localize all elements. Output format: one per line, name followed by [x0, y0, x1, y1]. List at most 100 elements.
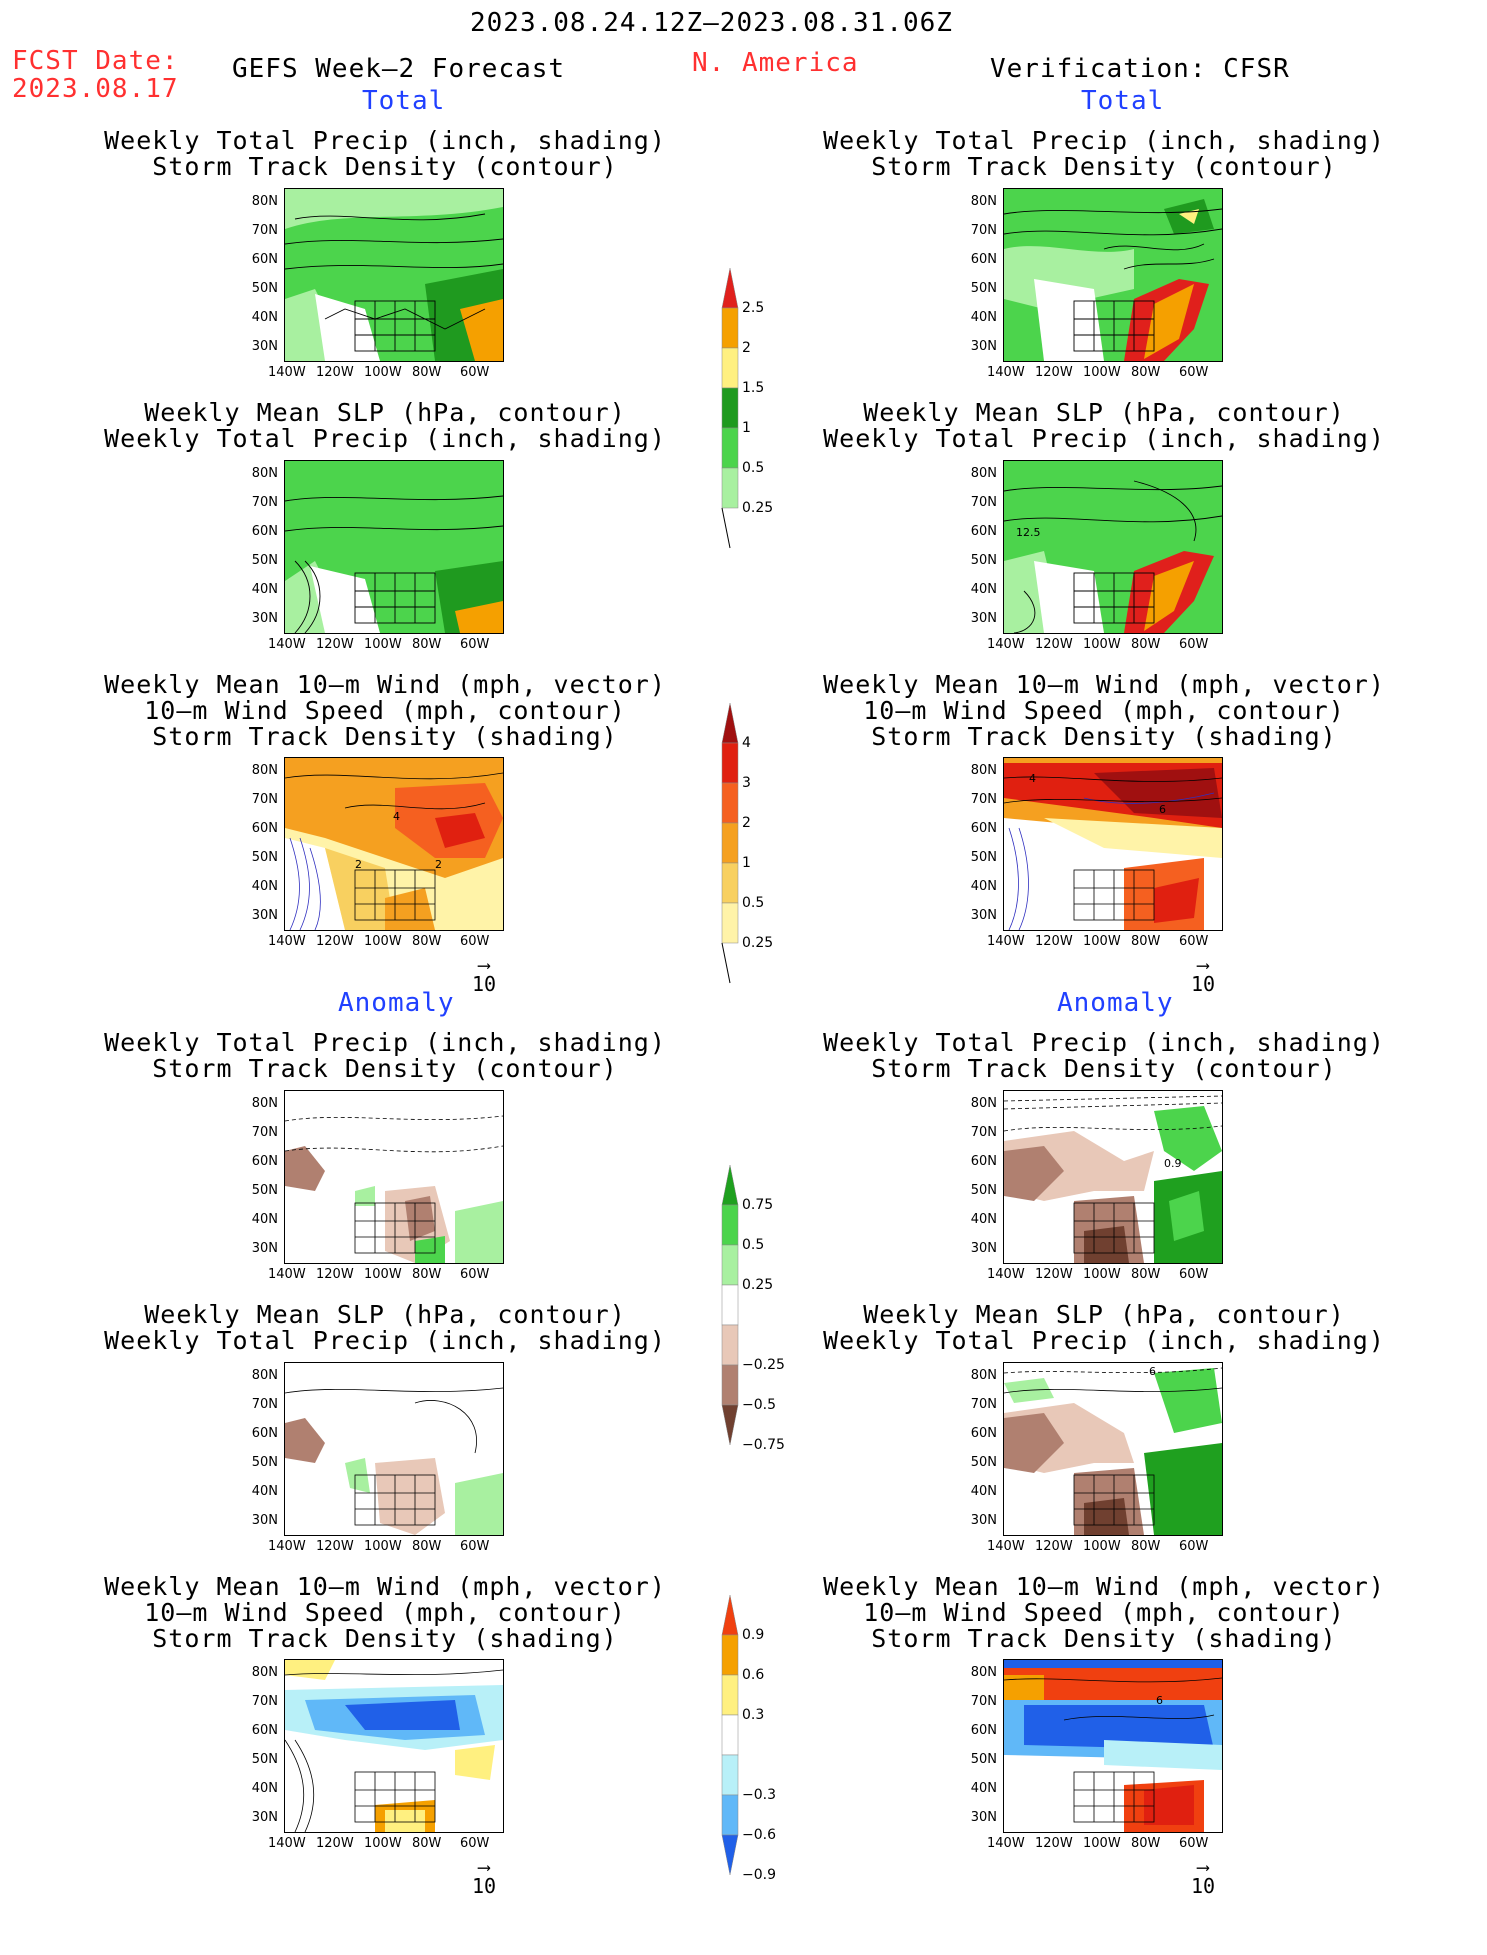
- obs-total-slp-contour-label: 12.5: [1016, 526, 1041, 539]
- colorbar-segment: [721, 902, 739, 944]
- colorbar-track_anom: [721, 1595, 739, 1876]
- obs-anom-slp-map-lon-tick: 60W: [1179, 1539, 1209, 1554]
- obs-total-precip-map-lon-tick: 140W: [987, 365, 1025, 380]
- fcst-total-precip-map: [284, 188, 504, 362]
- obs-total-label: Total: [1081, 86, 1165, 116]
- fcst-total-label: Total: [362, 86, 446, 116]
- fcst-total-wind-contour-label-b: 2: [355, 858, 362, 871]
- fcst-total-slp-map-lon-tick: 140W: [268, 637, 306, 652]
- colorbar-bottom-triangle: [721, 1404, 739, 1446]
- obs-anom-precip-map: 0.9: [1003, 1090, 1223, 1264]
- obs-total-slp-map-lon-tick: 80W: [1131, 637, 1161, 652]
- obs-total-wind-map-lon-tick: 80W: [1131, 934, 1161, 949]
- obs-anom-wind-map: 6: [1003, 1659, 1223, 1833]
- fcst-total-slp-map-lat-tick: 50N: [251, 553, 278, 568]
- colorbar-label: 1.5: [742, 380, 765, 396]
- obs-anom-slp-map-lon-tick: 100W: [1083, 1539, 1121, 1554]
- obs-total-slp-title: Weekly Mean SLP (hPa, contour) Weekly Tot…: [823, 398, 1385, 453]
- obs-anom-precip-map-lon-tick: 100W: [1083, 1267, 1121, 1282]
- fcst-total-vector-scale: ⟶ 10: [471, 955, 497, 997]
- fcst-total-wind-map-lat-tick: 50N: [251, 850, 278, 865]
- obs-anom-slp-map-lon-tick: 140W: [987, 1539, 1025, 1554]
- fcst-total-slp-title: Weekly Mean SLP (hPa, contour) Weekly Tot…: [104, 398, 666, 453]
- colorbar-label: 0.75: [742, 1197, 774, 1213]
- colorbar-segment: [721, 307, 739, 349]
- fcst-anom-precip-map-lat-tick: 50N: [251, 1183, 278, 1198]
- colorbar-segment: [721, 1674, 739, 1716]
- colorbar-segment: [721, 742, 739, 784]
- obs-total-precip-map-lon-tick: 100W: [1083, 365, 1121, 380]
- fcst-anom-slp-title: Weekly Mean SLP (hPa, contour) Weekly Tot…: [104, 1300, 666, 1355]
- obs-anom-wind-map-lon-tick: 120W: [1035, 1836, 1073, 1851]
- fcst-total-wind-contour-label-a: 4: [393, 810, 400, 823]
- colorbar-segment: [721, 1794, 739, 1836]
- obs-total-wind-map-lon-tick: 140W: [987, 934, 1025, 949]
- fcst-total-slp-map-lat-tick: 80N: [251, 466, 278, 481]
- fcst-anom-slp-map-lon-tick: 80W: [412, 1539, 442, 1554]
- obs-total-precip-map-lat-tick: 80N: [970, 194, 997, 209]
- fcst-anom-wind-map-lon-tick: 140W: [268, 1836, 306, 1851]
- fcst-anom-slp-map-lon-tick: 120W: [316, 1539, 354, 1554]
- obs-anom-vector-scale: ⟶ 10: [1190, 1857, 1216, 1899]
- obs-anom-wind-contour-label: 6: [1156, 1694, 1163, 1707]
- colorbar-label: 1: [742, 855, 751, 871]
- colorbar-segment: [721, 1634, 739, 1676]
- fcst-total-slp-map-lon-tick: 60W: [460, 637, 490, 652]
- fcst-anom-precip-map-lat-tick: 40N: [251, 1212, 278, 1227]
- obs-anom-precip-map-lon-tick: 60W: [1179, 1267, 1209, 1282]
- colorbar-segment: [721, 782, 739, 824]
- fcst-total-precip-map-lon-tick: 120W: [316, 365, 354, 380]
- obs-total-wind-map-lat-tick: 80N: [970, 763, 997, 778]
- colorbar-label: 0.25: [742, 935, 774, 951]
- colorbar-label: −0.75: [742, 1437, 785, 1453]
- obs-anom-slp-map-lat-tick: 60N: [970, 1426, 997, 1441]
- obs-anom-slp-map-lat-tick: 30N: [970, 1513, 997, 1528]
- colorbar-label: 0.5: [742, 895, 765, 911]
- fcst-anom-precip-map-lat-tick: 80N: [251, 1096, 278, 1111]
- fcst-anom-slp-map-lon-tick: 140W: [268, 1539, 306, 1554]
- obs-total-precip-map-lat-tick: 30N: [970, 339, 997, 354]
- colorbar-segment: [721, 1754, 739, 1796]
- fcst-total-wind-map-lat-tick: 40N: [251, 879, 278, 894]
- colorbar-segment: [721, 1364, 739, 1406]
- obs-total-wind-map-lon-tick: 100W: [1083, 934, 1121, 949]
- colorbar-label: 0.5: [742, 1237, 765, 1253]
- fcst-anom-wind-map-lon-tick: 120W: [316, 1836, 354, 1851]
- colorbar-segment: [721, 387, 739, 429]
- colorbar-label: −0.25: [742, 1357, 785, 1373]
- colorbar-label: −0.3: [742, 1787, 776, 1803]
- obs-total-wind-map: 4 6: [1003, 757, 1223, 931]
- colorbar-segment: [721, 1714, 739, 1756]
- fcst-anom-slp-map-lat-tick: 40N: [251, 1484, 278, 1499]
- fcst-anom-slp-map-lat-tick: 60N: [251, 1426, 278, 1441]
- fcst-anom-wind-map: [284, 1659, 504, 1833]
- fcst-anom-wind-map-lon-tick: 80W: [412, 1836, 442, 1851]
- colorbar-top-triangle: [721, 703, 739, 744]
- fcst-total-wind-map-lat-tick: 30N: [251, 908, 278, 923]
- obs-total-precip-map: [1003, 188, 1223, 362]
- fcst-anom-wind-map-lat-tick: 40N: [251, 1781, 278, 1796]
- verification-label: Verification: CFSR: [990, 54, 1290, 84]
- fcst-anom-precip-map-lon-tick: 100W: [364, 1267, 402, 1282]
- obs-total-slp-map: 12.5: [1003, 460, 1223, 634]
- colorbar-segment: [721, 427, 739, 469]
- obs-anom-precip-title: Weekly Total Precip (inch, shading) Storm…: [823, 1028, 1385, 1083]
- obs-anom-precip-map-lat-tick: 60N: [970, 1154, 997, 1169]
- colorbar-segment: [721, 347, 739, 389]
- obs-total-precip-title: Weekly Total Precip (inch, shading) Storm…: [823, 126, 1385, 181]
- obs-anom-wind-title: Weekly Mean 10–m Wind (mph, vector) 10–m …: [823, 1572, 1385, 1653]
- fcst-total-slp-map-lat-tick: 40N: [251, 582, 278, 597]
- colorbar-top-triangle: [721, 268, 739, 309]
- obs-total-wind-map-lat-tick: 60N: [970, 821, 997, 836]
- obs-anom-precip-map-lat-tick: 70N: [970, 1125, 997, 1140]
- fcst-anom-precip-map-lon-tick: 120W: [316, 1267, 354, 1282]
- fcst-total-precip-map-lat-tick: 40N: [251, 310, 278, 325]
- obs-total-slp-map-lon-tick: 60W: [1179, 637, 1209, 652]
- obs-total-wind-map-lat-tick: 50N: [970, 850, 997, 865]
- colorbar-label: 4: [742, 735, 751, 751]
- fcst-anom-precip-map-lat-tick: 70N: [251, 1125, 278, 1140]
- colorbar-label: 2: [742, 340, 751, 356]
- fcst-anom-slp-map-lat-tick: 30N: [251, 1513, 278, 1528]
- fcst-anom-precip-map: [284, 1090, 504, 1264]
- colorbar-top-triangle: [721, 1165, 739, 1206]
